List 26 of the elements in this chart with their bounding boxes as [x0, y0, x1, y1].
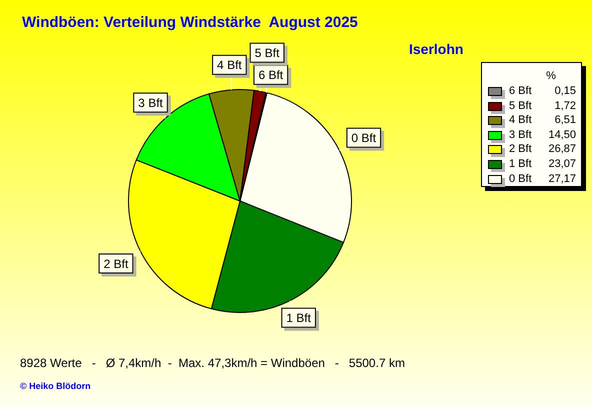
data-label: 14,50: [548, 128, 576, 142]
legend-label: 5 Bft: [509, 100, 532, 113]
data-label: 26,87: [548, 143, 576, 156]
chart-title: Windböen: Verteilung Windstärke August 2025: [22, 14, 358, 32]
legend-title: %: [545, 70, 557, 83]
slice-label: 6 Bft: [258, 68, 284, 82]
legend-label: 2 Bft: [509, 143, 532, 156]
data-label: 1,72: [554, 100, 576, 113]
slice-label: 5 Bft: [254, 46, 280, 60]
slice-label: 4 Bft: [217, 58, 242, 72]
text: © Heiko Blödorn: [20, 381, 91, 392]
data-label: 27,17: [548, 172, 576, 186]
slice-label: 1 Bft: [286, 311, 312, 326]
legend-label: 6 Bft: [509, 85, 532, 98]
text: 8928 Werte - Ø 7,4km/h - Max. 47,3km/h = Windböen - 5500.7 km: [20, 356, 405, 370]
data-label: 0,15: [554, 85, 576, 98]
legend-label: 0 Bft: [509, 172, 532, 186]
slice-label: 2 Bft: [104, 256, 129, 271]
legend-label: 4 Bft: [509, 114, 532, 128]
slice-label: 3 Bft: [138, 96, 164, 110]
data-label: 23,07: [548, 158, 576, 171]
data-label: 6,51: [554, 114, 576, 128]
legend-label: 3 Bft: [509, 128, 532, 142]
chart-subtitle: Iserlohn: [409, 41, 464, 58]
slice-label: 0 Bft: [351, 131, 377, 146]
legend-label: 1 Bft: [509, 158, 532, 171]
